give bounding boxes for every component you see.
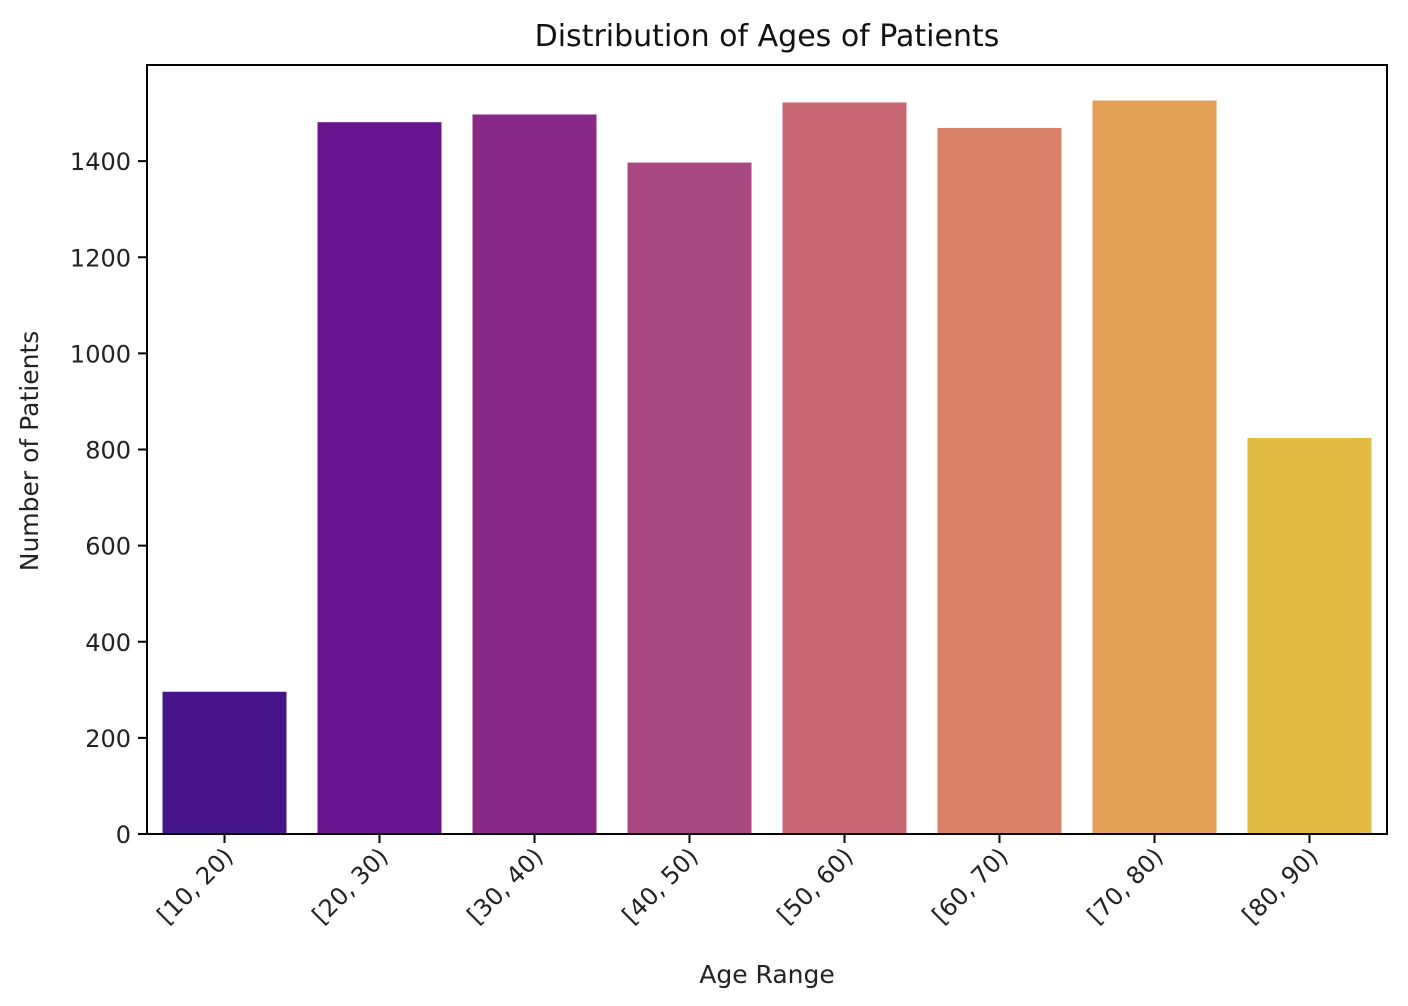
y-tick-label: 400	[85, 629, 131, 657]
bar	[1092, 100, 1217, 834]
y-tick-label: 1400	[70, 148, 131, 176]
y-tick-label: 0	[116, 821, 131, 849]
y-tick-label: 800	[85, 437, 131, 465]
bars	[162, 100, 1372, 835]
y-tick-label: 600	[85, 533, 131, 561]
bar	[782, 102, 907, 834]
bar	[1247, 437, 1372, 834]
y-tick-label: 1200	[70, 244, 131, 272]
x-axis-label: Age Range	[699, 960, 835, 989]
y-tick-label: 200	[85, 725, 131, 753]
y-axis-ticks: 0 200 400 600 800 1000 1200 1400	[70, 148, 147, 849]
bar	[317, 122, 442, 834]
plot-area-frame	[146, 64, 1388, 835]
y-axis-label: Number of Patients	[15, 331, 44, 572]
bar	[162, 691, 287, 834]
bar	[627, 162, 752, 834]
chart-title: Distribution of Ages of Patients	[535, 19, 1000, 54]
y-tick-label: 1000	[70, 340, 131, 368]
bar	[472, 114, 597, 834]
bar	[937, 127, 1062, 835]
